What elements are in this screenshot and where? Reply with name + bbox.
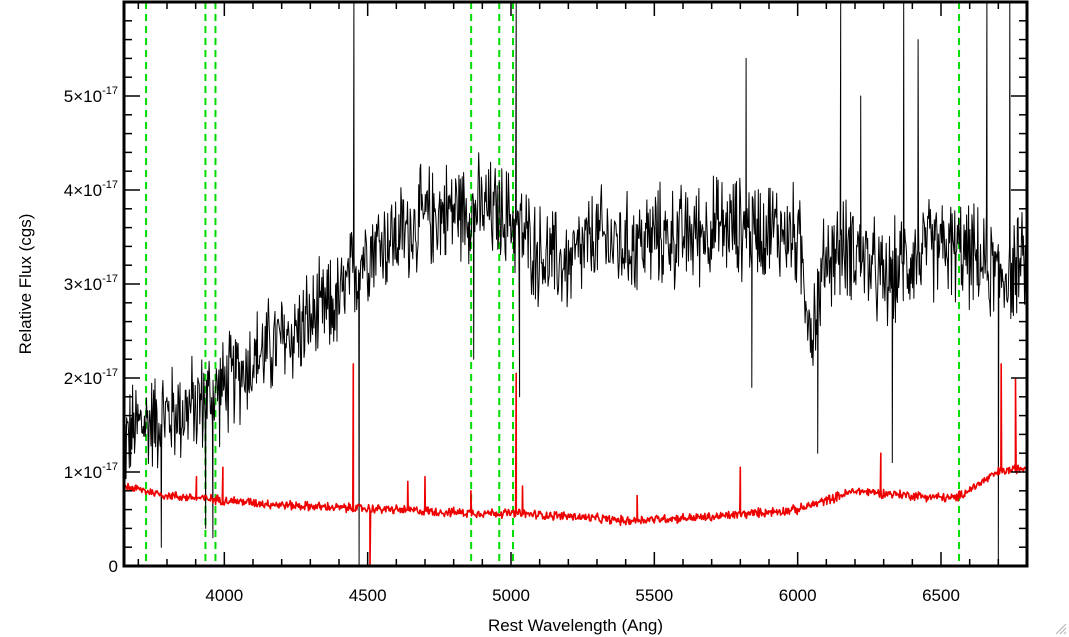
y-tick-label: 4×10-17 [64, 179, 118, 200]
y-tick-label: 1×10-17 [64, 461, 118, 482]
x-tick-label: 5500 [635, 586, 673, 605]
y-axis-title: Relative Flux (cgs) [16, 214, 35, 355]
spectrum-line-black [124, 2, 1027, 566]
y-axis-ticks: 0 1×10-17 2×10-17 3×10-17 4×10-17 5×10-17 [64, 1, 1027, 576]
x-tick-label: 6500 [922, 586, 960, 605]
resize-grip-icon[interactable] [1053, 621, 1067, 635]
x-tick-label: 6000 [779, 586, 817, 605]
x-tick-label: 4000 [205, 586, 243, 605]
data-series [124, 2, 1027, 566]
y-tick-label: 3×10-17 [64, 273, 118, 294]
y-tick-label: 2×10-17 [64, 367, 118, 388]
x-axis-title: Rest Wavelength (Ang) [488, 616, 663, 635]
spectrum-line-red [124, 363, 1027, 566]
x-axis-ticks: 4000 4500 5000 5500 6000 6500 [137, 2, 1028, 605]
x-tick-label: 4500 [349, 586, 387, 605]
y-tick-label: 5×10-17 [64, 85, 118, 106]
x-tick-label: 5000 [492, 586, 530, 605]
y-tick-label: 0 [109, 557, 118, 576]
